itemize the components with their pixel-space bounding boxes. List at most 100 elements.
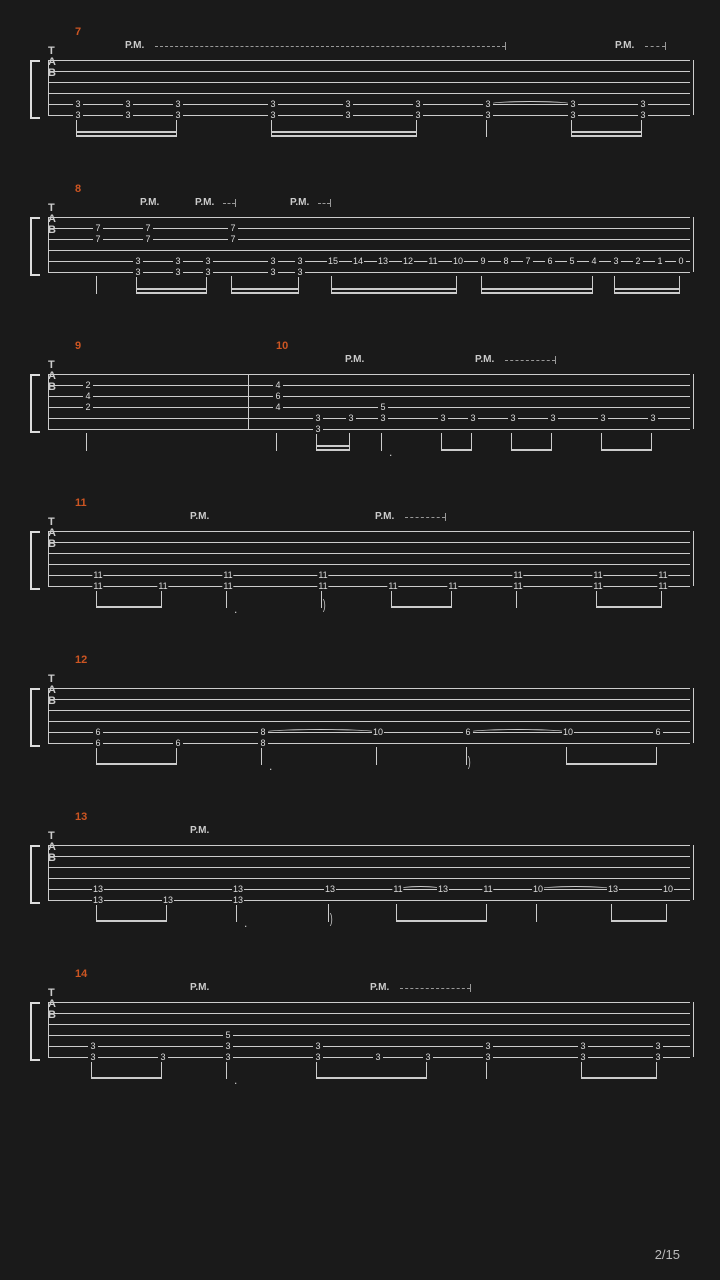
fret-number: 7 [523,256,533,266]
bar-number: 8 [75,183,81,195]
rhythm-beams [46,119,690,149]
fret-number: 8 [258,727,268,737]
pm-dashes [400,988,470,990]
fret-number: 5 [378,402,388,412]
tab-system: P.M.P.M.910TAB24246433353333333. [30,354,690,463]
fret-number: 6 [653,727,663,737]
fret-number: 3 [223,1041,233,1051]
fret-number: 3 [483,1041,493,1051]
fret-number: 1 [655,256,665,266]
staff-lines: 77777733333333331514131211109876543210 [48,217,690,272]
fret-number: 7 [143,234,153,244]
barline [693,688,694,743]
fret-number: 7 [228,234,238,244]
fret-number: 4 [273,402,283,412]
fret-number: 3 [313,1052,323,1062]
fret-number: 7 [143,223,153,233]
bar-number: 12 [75,654,87,666]
fret-number: 2 [83,380,93,390]
fret-number: 4 [589,256,599,266]
fret-number: 3 [88,1041,98,1051]
fret-number: 3 [313,413,323,423]
tab-system: P.M.P.M.P.M.8TAB777777333333333315141312… [30,197,690,306]
fret-number: 3 [346,413,356,423]
staff-lines: 111111111111111111111111111111 [48,531,690,586]
tab-system: P.M.P.M.14TAB3335333333333333. [30,982,690,1091]
staff-bracket [30,688,40,747]
tab-clef: TAB [48,46,56,79]
pm-dashes [155,46,505,48]
fret-number: 11 [387,581,398,591]
pm-annotations [75,668,690,688]
fret-number: 13 [437,884,449,894]
fret-number: 13 [377,256,389,266]
fret-number: 3 [313,424,323,434]
tab-clef: TAB [48,988,56,1021]
fret-number: 3 [578,1041,588,1051]
fret-number: 13 [92,895,104,905]
page-number: 2/15 [655,1247,680,1262]
fret-number: 6 [93,738,103,748]
fret-number: 2 [633,256,643,266]
staff-bracket [30,531,40,590]
staff-container: 3335333333333333 [30,1002,690,1061]
fret-number: 3 [133,256,143,266]
tab-clef: TAB [48,517,56,550]
fret-number: 11 [657,581,668,591]
pm-dashes [645,46,665,48]
fret-number: 3 [548,413,558,423]
tab-clef: TAB [48,203,56,236]
fret-number: 11 [222,570,233,580]
fret-number: 2 [83,402,93,412]
fret-number: 11 [317,581,328,591]
tab-system: P.M.P.M.7TAB333333333333333333 [30,40,690,149]
barline [693,531,694,586]
tab-system: P.M.13TAB131313131313111311101310.) [30,825,690,934]
fret-number: 6 [273,391,283,401]
fret-number: 3 [508,413,518,423]
fret-number: 3 [598,413,608,423]
rhythm-beams: .) [46,904,690,934]
fret-number: 11 [592,581,603,591]
tab-page: P.M.P.M.7TAB333333333333333333P.M.P.M.P.… [0,0,720,1280]
staff-bracket [30,60,40,119]
pm-annotations: P.M.P.M. [75,40,690,60]
fret-number: 11 [482,884,493,894]
fret-number: 13 [607,884,619,894]
pm-label: P.M. [195,197,214,208]
staff-bracket [30,845,40,904]
barline [693,845,694,900]
pm-label: P.M. [615,40,634,51]
barline [693,374,694,429]
rhythm-beams: . [46,1061,690,1091]
fret-number: 3 [158,1052,168,1062]
rhythm-beams [46,276,690,306]
fret-number: 11 [592,570,603,580]
tab-system: P.M.P.M.11TAB111111111111111111111111111… [30,511,690,620]
bar-number: 13 [75,811,87,823]
fret-number: 3 [653,1041,663,1051]
fret-number: 11 [222,581,233,591]
fret-number: 3 [173,110,183,120]
fret-number: 13 [324,884,336,894]
fret-number: 3 [378,413,388,423]
pm-annotations: P.M.P.M.P.M. [75,197,690,217]
fret-number: 3 [423,1052,433,1062]
staff-container: 24246433353333333 [30,374,690,433]
fret-number: 3 [295,256,305,266]
staff-bracket [30,374,40,433]
fret-number: 3 [203,267,213,277]
staff-lines: 131313131313111311101310 [48,845,690,900]
fret-number: 3 [343,110,353,120]
fret-number: 3 [173,267,183,277]
fret-number: 3 [611,256,621,266]
fret-number: 11 [317,570,328,580]
pm-label: P.M. [475,354,494,365]
pm-annotations: P.M.P.M. [75,982,690,1002]
staff-container: 77777733333333331514131211109876543210 [30,217,690,276]
fret-number: 3 [203,256,213,266]
pm-label: P.M. [190,982,209,993]
fret-number: 7 [93,234,103,244]
staff-bracket [30,217,40,276]
fret-number: 8 [501,256,511,266]
